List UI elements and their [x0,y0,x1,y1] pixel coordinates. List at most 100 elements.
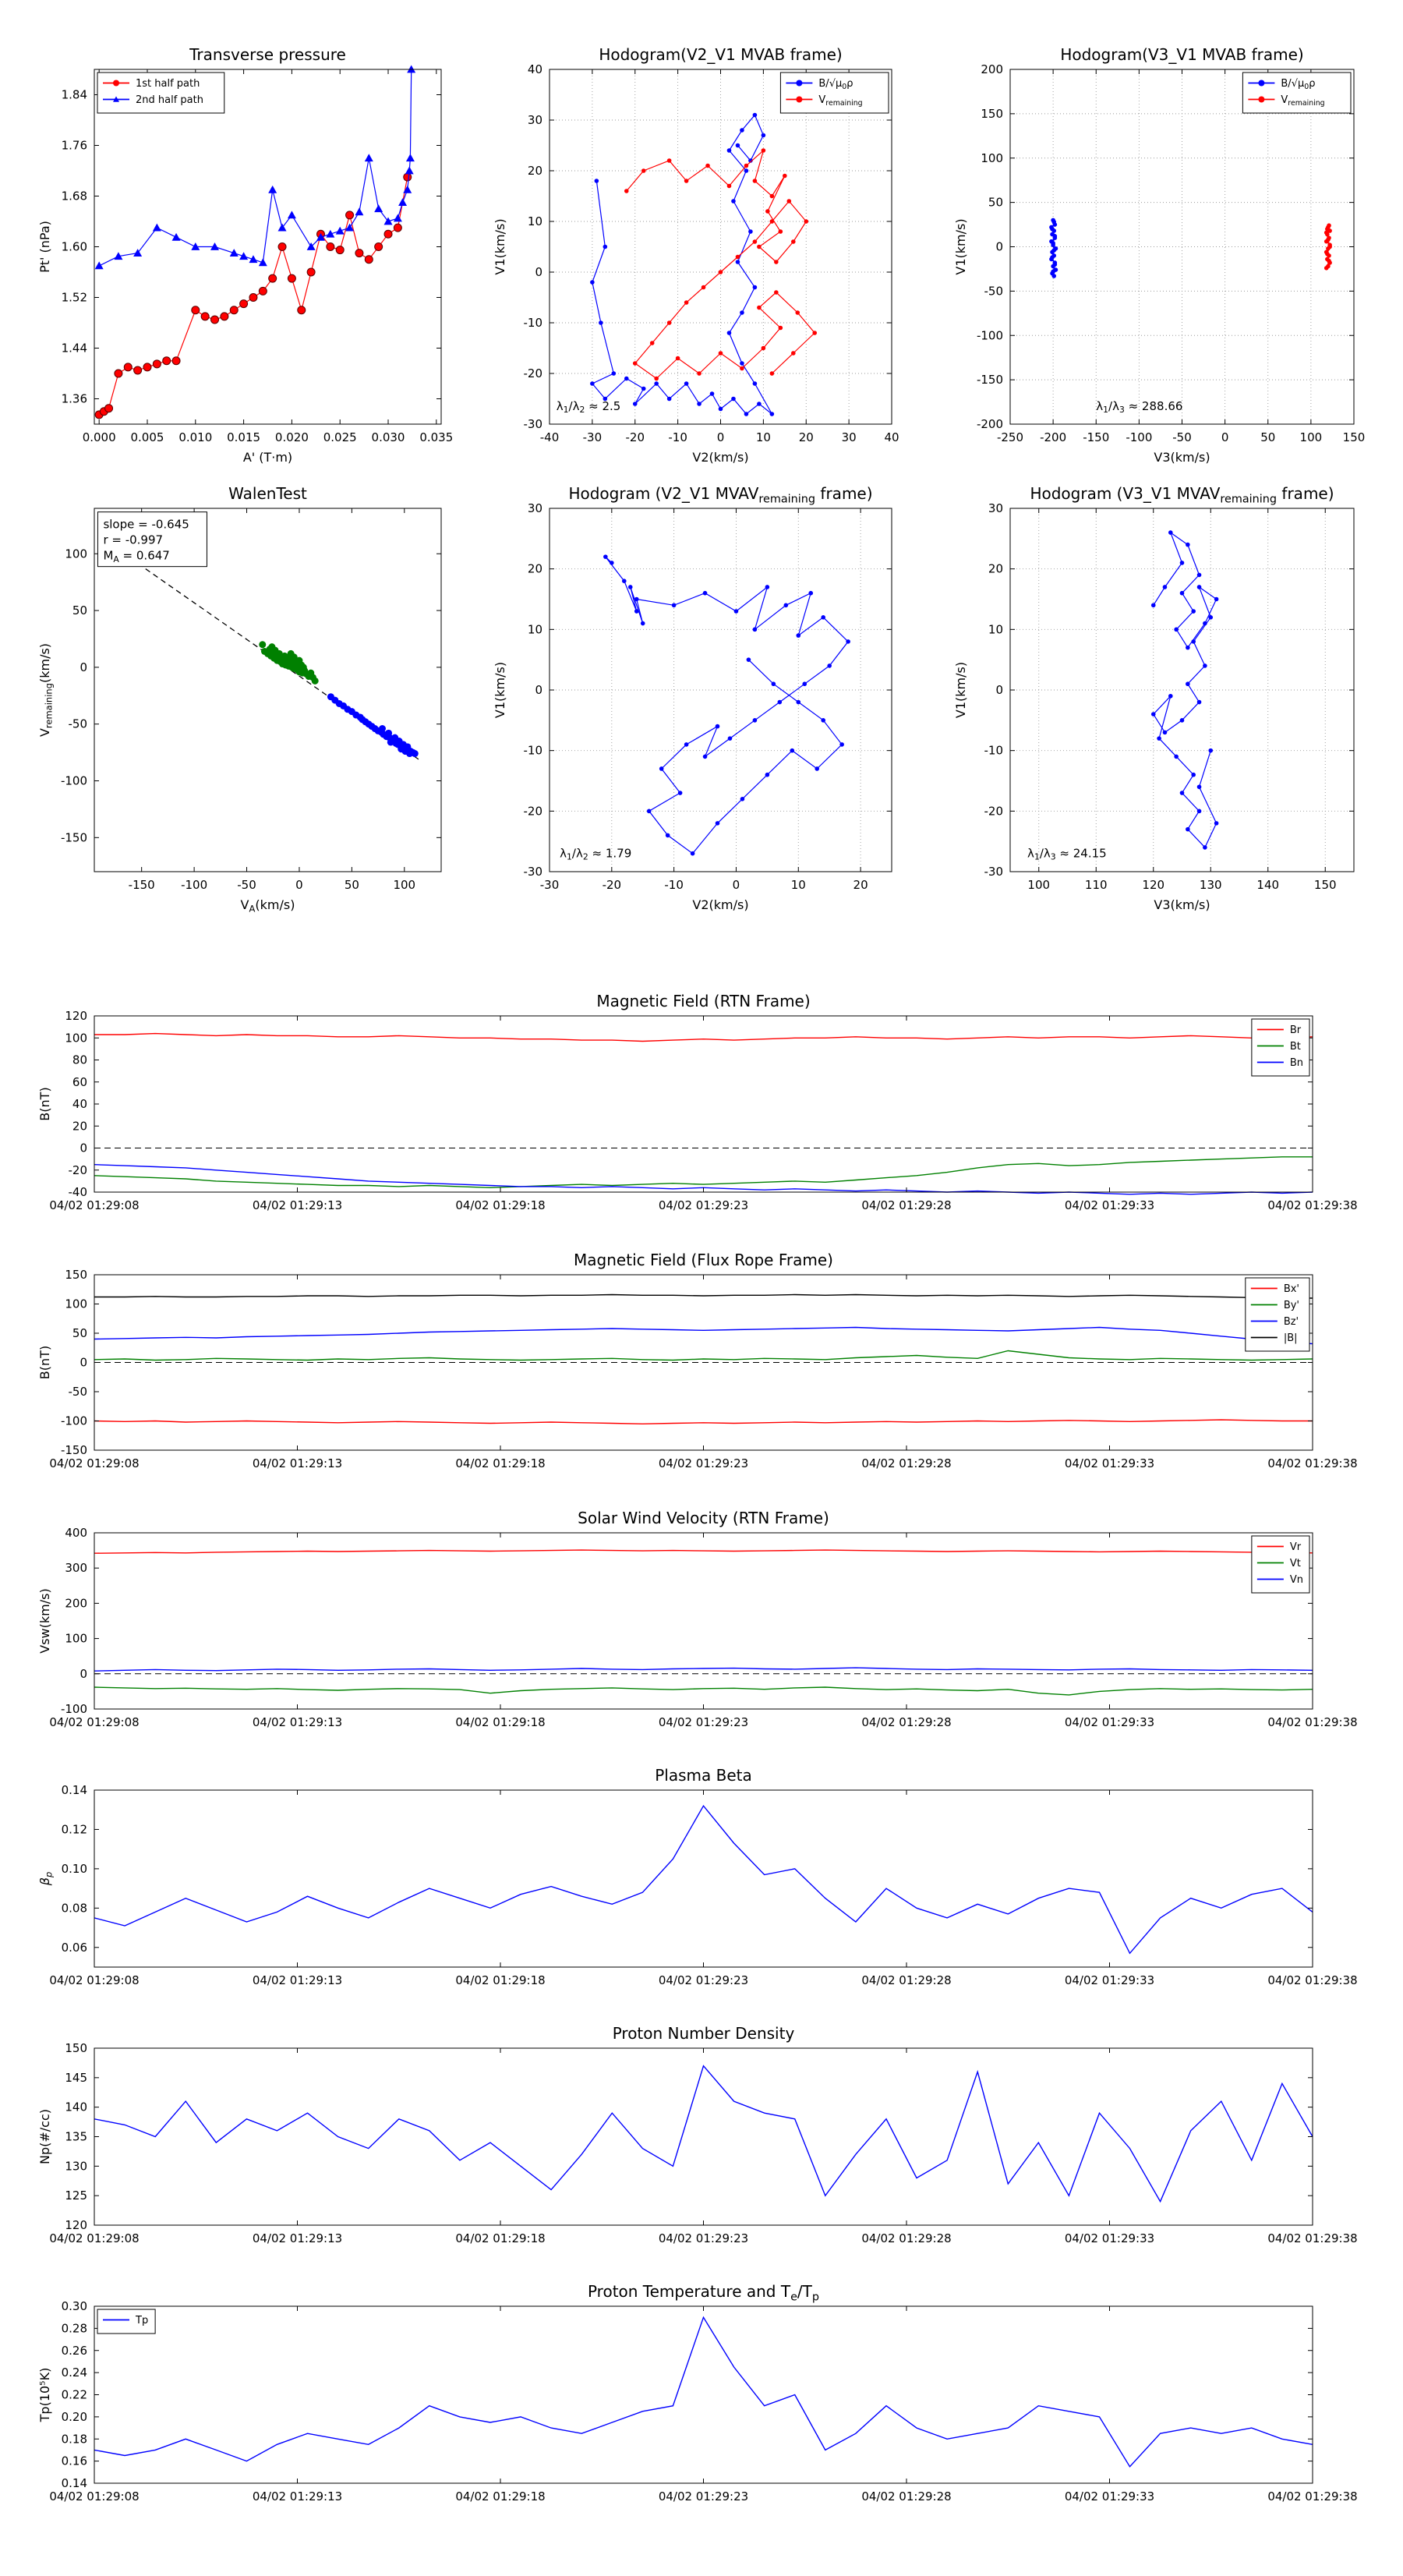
x-axis-label: A' (T·m) [243,450,292,465]
x-tick-label: -30 [583,430,603,444]
x-tick-label: 150 [1343,430,1366,444]
y-tick-label: 0.06 [62,1941,87,1955]
x-tick-label: -50 [237,878,256,892]
y-axis-label: V1(km/s) [953,662,968,718]
y-axis-label: V1(km/s) [493,662,507,718]
y-tick-label: -30 [524,865,543,879]
y-tick-label: -20 [524,366,543,380]
y-tick-label: 125 [65,2189,87,2203]
x-tick-label: 0.015 [227,430,260,444]
series-bx- [94,1419,1313,1425]
y-tick-label: -30 [524,417,543,431]
series--b- [94,1293,1313,1299]
x-tick-label: 04/02 01:29:23 [659,2231,748,2245]
y-tick-label: -150 [61,1443,87,1457]
series-first-half-points [259,641,319,685]
series-beta-p [94,1804,1313,1955]
x-tick-label: 100 [1300,430,1323,444]
x-tick-label: 0.000 [83,430,116,444]
series-v-remaining [624,148,818,381]
legend-label: Vremaining [818,94,862,108]
y-tick-label: 0 [535,265,542,279]
x-tick-label: 04/02 01:29:33 [1065,1715,1154,1729]
x-tick-label: -150 [129,878,155,892]
series-tp [94,2316,1313,2468]
annotation: λ1/λ2 ≈ 1.79 [560,846,631,862]
x-tick-label: -10 [664,878,684,892]
legend-label: 2nd half path [136,94,203,106]
chart-title: WalenTest [228,484,307,503]
legend-label: B/√μ0ρ [1281,78,1315,91]
x-tick-label: -40 [540,430,560,444]
chart-hodogram-v3v1-mvab: -250 -200 -150 -100 -50 0 50 100 150-200-150-100… [953,45,1365,465]
annotation: λ1/λ2 ≈ 2.5 [557,399,621,415]
series-vn [94,1667,1313,1672]
legend: B/√μ0ρ Vremaining [1242,72,1352,114]
y-tick-label: -50 [69,1385,88,1399]
x-tick-label: 04/02 01:29:13 [253,1456,342,1470]
y-axis-label: Vremaining(km/s) [37,643,55,737]
x-tick-label: 04/02 01:29:23 [659,1973,748,1987]
x-tick-label: 04/02 01:29:08 [49,1715,139,1729]
chart-walen-test: -150 -100 -50 0 50 100 -150 -100 -50 0 50 100 WalenT… [37,484,442,915]
x-tick-label: 0 [1221,430,1229,444]
y-tick-label: 0.18 [62,2432,87,2446]
y-tick-label: 0 [80,660,87,674]
y-tick-label: 0 [80,1667,87,1681]
series-second-half-points [327,693,419,758]
legend-label: Vn [1290,1574,1303,1586]
x-tick-label: 150 [1314,878,1337,892]
y-tick-label: 200 [65,1596,87,1610]
y-tick-label: 40 [528,62,542,76]
y-tick-label: 120 [65,2218,87,2232]
annotation-line: slope = -0.645 [103,518,189,532]
chart-transverse-pressure: 0.000 0.005 0.010 0.015 0.020 0.025 0.030 0.035… [37,45,453,465]
legend: 1st half path 2nd half path [97,72,225,114]
y-tick-label: 0.28 [62,2321,87,2335]
y-tick-label: 1.36 [62,392,87,406]
y-tick-label: 0 [995,240,1003,254]
x-tick-label: 50 [1260,430,1275,444]
x-tick-label: 04/02 01:29:08 [49,2231,139,2245]
y-tick-label: 0 [80,1141,87,1155]
x-tick-label: 04/02 01:29:13 [253,2489,342,2503]
x-tick-label: -200 [1040,430,1066,444]
y-axis-label: V1(km/s) [493,218,507,274]
y-tick-label: 0.14 [62,2476,87,2490]
legend: Br Bt Bn [1251,1018,1310,1077]
x-tick-label: 04/02 01:29:28 [861,1973,951,1987]
x-axis-label: VA(km/s) [241,897,295,915]
annotation-line: MA = 0.647 [103,549,169,564]
y-tick-label: 20 [72,1119,87,1133]
y-tick-label: -100 [61,1414,87,1428]
x-tick-label: 04/02 01:29:38 [1267,2231,1357,2245]
x-tick-label: 04/02 01:29:38 [1267,1198,1357,1212]
x-tick-label: 04/02 01:29:38 [1267,1456,1357,1470]
y-tick-label: 1.44 [62,341,87,356]
chart-title: Transverse pressure [189,45,346,64]
x-tick-label: -50 [1172,430,1192,444]
x-tick-label: 0 [295,878,303,892]
y-tick-label: 20 [528,164,542,178]
y-tick-label: 0.12 [62,1822,87,1836]
y-tick-label: 150 [981,107,1003,121]
y-axis-label: B(nT) [37,1346,52,1379]
x-tick-label: 04/02 01:29:38 [1267,2489,1357,2503]
annotation-line: r = -0.997 [103,533,163,547]
legend-label: Vr [1290,1541,1302,1553]
y-tick-label: -20 [524,804,543,818]
y-tick-label: -10 [524,744,543,758]
y-tick-label: 150 [65,1268,87,1282]
y-tick-label: 0.10 [62,1862,87,1876]
legend-label: Bn [1290,1057,1303,1069]
x-tick-label: 04/02 01:29:33 [1065,2489,1154,2503]
annotation-line: λ1/λ3 ≈ 288.66 [1096,399,1182,415]
chart-proton-temperature: 04/02 01:29:08 04/02 01:29:13 04/02 01:29:… [37,2282,1358,2503]
y-tick-label: 0.08 [62,1901,87,1915]
y-axis-label: βp [37,1872,55,1887]
y-tick-label: 0.14 [62,1783,87,1797]
x-tick-label: 04/02 01:29:23 [659,1198,748,1212]
y-axis-label: Vsw(km/s) [37,1588,52,1653]
